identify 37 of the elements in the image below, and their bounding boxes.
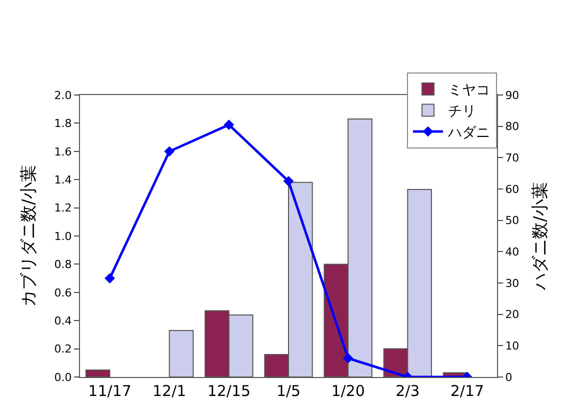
x-tick-label: 1/20 — [331, 382, 365, 400]
y-tick-label: 0.8 — [54, 258, 72, 272]
point — [164, 146, 175, 157]
point — [104, 273, 115, 284]
y2-tick-label: 90 — [505, 88, 520, 102]
legend-label: チリ — [448, 104, 476, 120]
y-tick-label: 1.6 — [54, 145, 72, 158]
y2-tick-label: 20 — [505, 308, 520, 322]
y-tick-label: 1.0 — [54, 230, 72, 243]
y2-tick-label: 60 — [505, 182, 520, 196]
y-tick-label: 0.4 — [54, 314, 72, 328]
y2-tick-label: 10 — [505, 340, 520, 353]
y2-tick-label: 40 — [505, 246, 520, 259]
y2-axis-title: ハダニ数/小葉 — [530, 182, 551, 291]
y-tick-label: 0.6 — [54, 286, 72, 300]
y-tick-label: 0.0 — [54, 370, 72, 384]
x-tick-label: 11/17 — [88, 382, 132, 400]
y2-tick-label: 0 — [505, 370, 512, 384]
x-tick-label: 2/17 — [450, 382, 484, 400]
x-tick-label: 1/5 — [276, 382, 301, 400]
y2-tick-label: 30 — [505, 276, 520, 290]
y-tick-label: 1.8 — [54, 117, 72, 130]
y2-tick-label: 70 — [505, 152, 520, 165]
y2-tick-label: 80 — [505, 120, 520, 134]
x-tick-label: 12/1 — [152, 382, 186, 400]
y2-tick-label: 50 — [505, 214, 520, 228]
point — [283, 176, 294, 186]
point — [224, 120, 234, 130]
x-tick-label: 2/3 — [396, 382, 420, 400]
y-axis-title: カブリダニ数/小葉 — [18, 165, 39, 307]
y-tick-label: 1.4 — [54, 173, 72, 186]
y-tick-label: 0.2 — [54, 342, 72, 356]
legend-label: ミヤコ — [448, 82, 490, 98]
legend-label: ハダニ — [447, 124, 490, 141]
y-tick-label: 1.2 — [54, 202, 72, 215]
x-tick-label: 12/15 — [207, 382, 251, 400]
y-tick-label: 2.0 — [54, 88, 72, 102]
